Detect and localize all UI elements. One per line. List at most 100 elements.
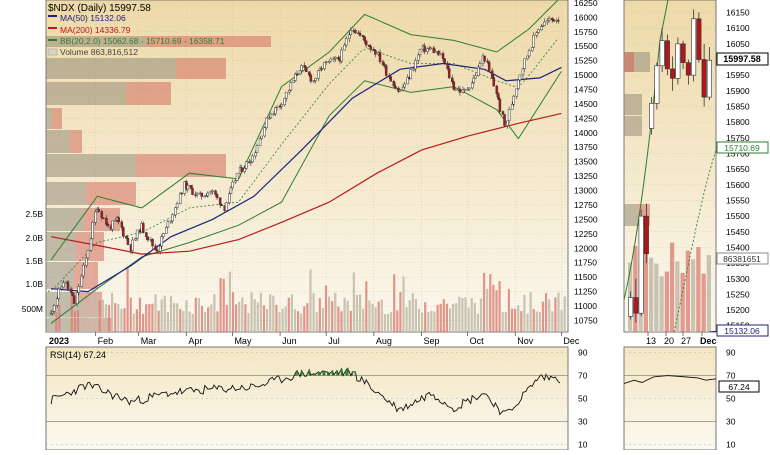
volume-bar bbox=[52, 308, 55, 332]
candle-body bbox=[343, 44, 346, 51]
candle-body bbox=[474, 75, 477, 79]
candle-body bbox=[406, 77, 409, 85]
candle-body bbox=[498, 98, 502, 112]
zoom-price-tick-15600: 15600 bbox=[726, 180, 750, 190]
candle-body bbox=[543, 21, 546, 26]
volume-bar bbox=[238, 301, 241, 332]
volume-bar bbox=[529, 292, 532, 332]
candle-body bbox=[249, 161, 253, 164]
candle-body bbox=[72, 295, 76, 304]
candle-body bbox=[234, 180, 237, 183]
candle-body bbox=[169, 220, 173, 223]
candle-body bbox=[487, 61, 491, 72]
price-tick-13500: 13500 bbox=[574, 157, 598, 167]
zoom-volume-bar bbox=[633, 245, 638, 332]
candle-body bbox=[546, 20, 549, 23]
candle-body bbox=[62, 282, 65, 288]
volume-bar bbox=[510, 308, 514, 332]
volume-bar bbox=[98, 300, 101, 332]
candle-body bbox=[358, 32, 362, 36]
candle-body bbox=[389, 76, 393, 82]
vbp-bar-6 bbox=[46, 108, 52, 129]
zoom-rsi-line bbox=[624, 375, 716, 385]
candle-body bbox=[86, 250, 90, 259]
candle-body bbox=[518, 74, 522, 81]
indicator-lines bbox=[47, 0, 562, 324]
volume-bar bbox=[49, 303, 52, 332]
volume-bar bbox=[151, 303, 154, 332]
candle-body bbox=[292, 80, 296, 83]
candle-body bbox=[166, 221, 170, 228]
candle-body bbox=[372, 49, 376, 51]
volume-bar bbox=[455, 303, 458, 332]
volume-bar bbox=[483, 272, 486, 332]
candle-body bbox=[397, 87, 400, 92]
volume-bar bbox=[176, 303, 179, 332]
volume-bar bbox=[476, 313, 479, 332]
candle-body bbox=[243, 168, 246, 172]
candle-body bbox=[329, 58, 333, 62]
volume-bar bbox=[101, 299, 104, 332]
zoom-candle-body bbox=[696, 18, 702, 60]
candle-body bbox=[557, 19, 560, 22]
volume-bar bbox=[393, 274, 396, 332]
volume-bar bbox=[55, 312, 58, 332]
rsi-tick-30: 30 bbox=[578, 416, 588, 426]
candle-body bbox=[535, 32, 539, 36]
candle-body bbox=[235, 173, 239, 181]
candle-body bbox=[417, 54, 420, 61]
volume-bar bbox=[470, 298, 473, 332]
candle-body bbox=[541, 25, 545, 27]
candle-body bbox=[200, 192, 203, 197]
volume-bar bbox=[430, 310, 433, 332]
candle-body bbox=[523, 58, 526, 70]
volume-bar bbox=[114, 303, 117, 332]
candle-body bbox=[105, 218, 108, 225]
volume-bar bbox=[219, 278, 222, 332]
zoom-volume-bar bbox=[680, 272, 685, 332]
volume-bar bbox=[467, 307, 470, 332]
price-tick-16000: 16000 bbox=[574, 12, 598, 22]
volume-bar bbox=[371, 303, 374, 332]
candle-body bbox=[403, 83, 406, 88]
candle-body bbox=[91, 222, 94, 240]
candle-body bbox=[231, 181, 234, 188]
candle-body bbox=[206, 192, 210, 197]
volume-bar bbox=[207, 307, 210, 332]
candle-body bbox=[510, 104, 514, 110]
zoom-date-label-27: 27 bbox=[681, 336, 691, 346]
candle-body bbox=[71, 292, 74, 297]
zoom-candle-body bbox=[638, 215, 644, 314]
price-axis: 10750 11000 11250 11500 11750 12000 12250 12500… bbox=[574, 0, 598, 325]
candle-body bbox=[532, 35, 535, 48]
price-tick-11750: 11750 bbox=[574, 258, 597, 268]
volume-bar bbox=[262, 305, 266, 332]
candle-body bbox=[394, 85, 397, 89]
volume-bar bbox=[517, 305, 520, 332]
candle-body bbox=[495, 85, 499, 94]
vbp-bar-8 bbox=[46, 130, 70, 153]
candle-body bbox=[125, 235, 128, 239]
candle-body bbox=[151, 239, 154, 247]
zoom-price-tick-15500: 15500 bbox=[726, 211, 750, 221]
rsi-tick-10: 10 bbox=[578, 439, 588, 449]
volume-bar bbox=[374, 307, 377, 332]
volume-bar bbox=[433, 311, 436, 332]
zoom-rsi-axis: 10 30 50 70 90 bbox=[726, 348, 736, 450]
price-tick-11000: 11000 bbox=[574, 301, 597, 311]
volume-bar bbox=[148, 303, 151, 332]
volume-bar bbox=[337, 306, 340, 332]
candle-body bbox=[451, 77, 454, 82]
volume-bar bbox=[297, 311, 300, 332]
candle-body bbox=[100, 211, 104, 218]
rsi-tick-70: 70 bbox=[578, 371, 588, 381]
vbp-bar-7 bbox=[52, 108, 62, 129]
volume-bar bbox=[377, 301, 380, 332]
candle-body bbox=[461, 89, 465, 93]
volume-bar bbox=[442, 299, 445, 332]
candle-body bbox=[441, 53, 445, 59]
volume-bar bbox=[402, 276, 405, 332]
volume-bar bbox=[228, 271, 231, 332]
year-label: 2023 bbox=[49, 336, 69, 346]
volume-bar bbox=[538, 311, 541, 332]
